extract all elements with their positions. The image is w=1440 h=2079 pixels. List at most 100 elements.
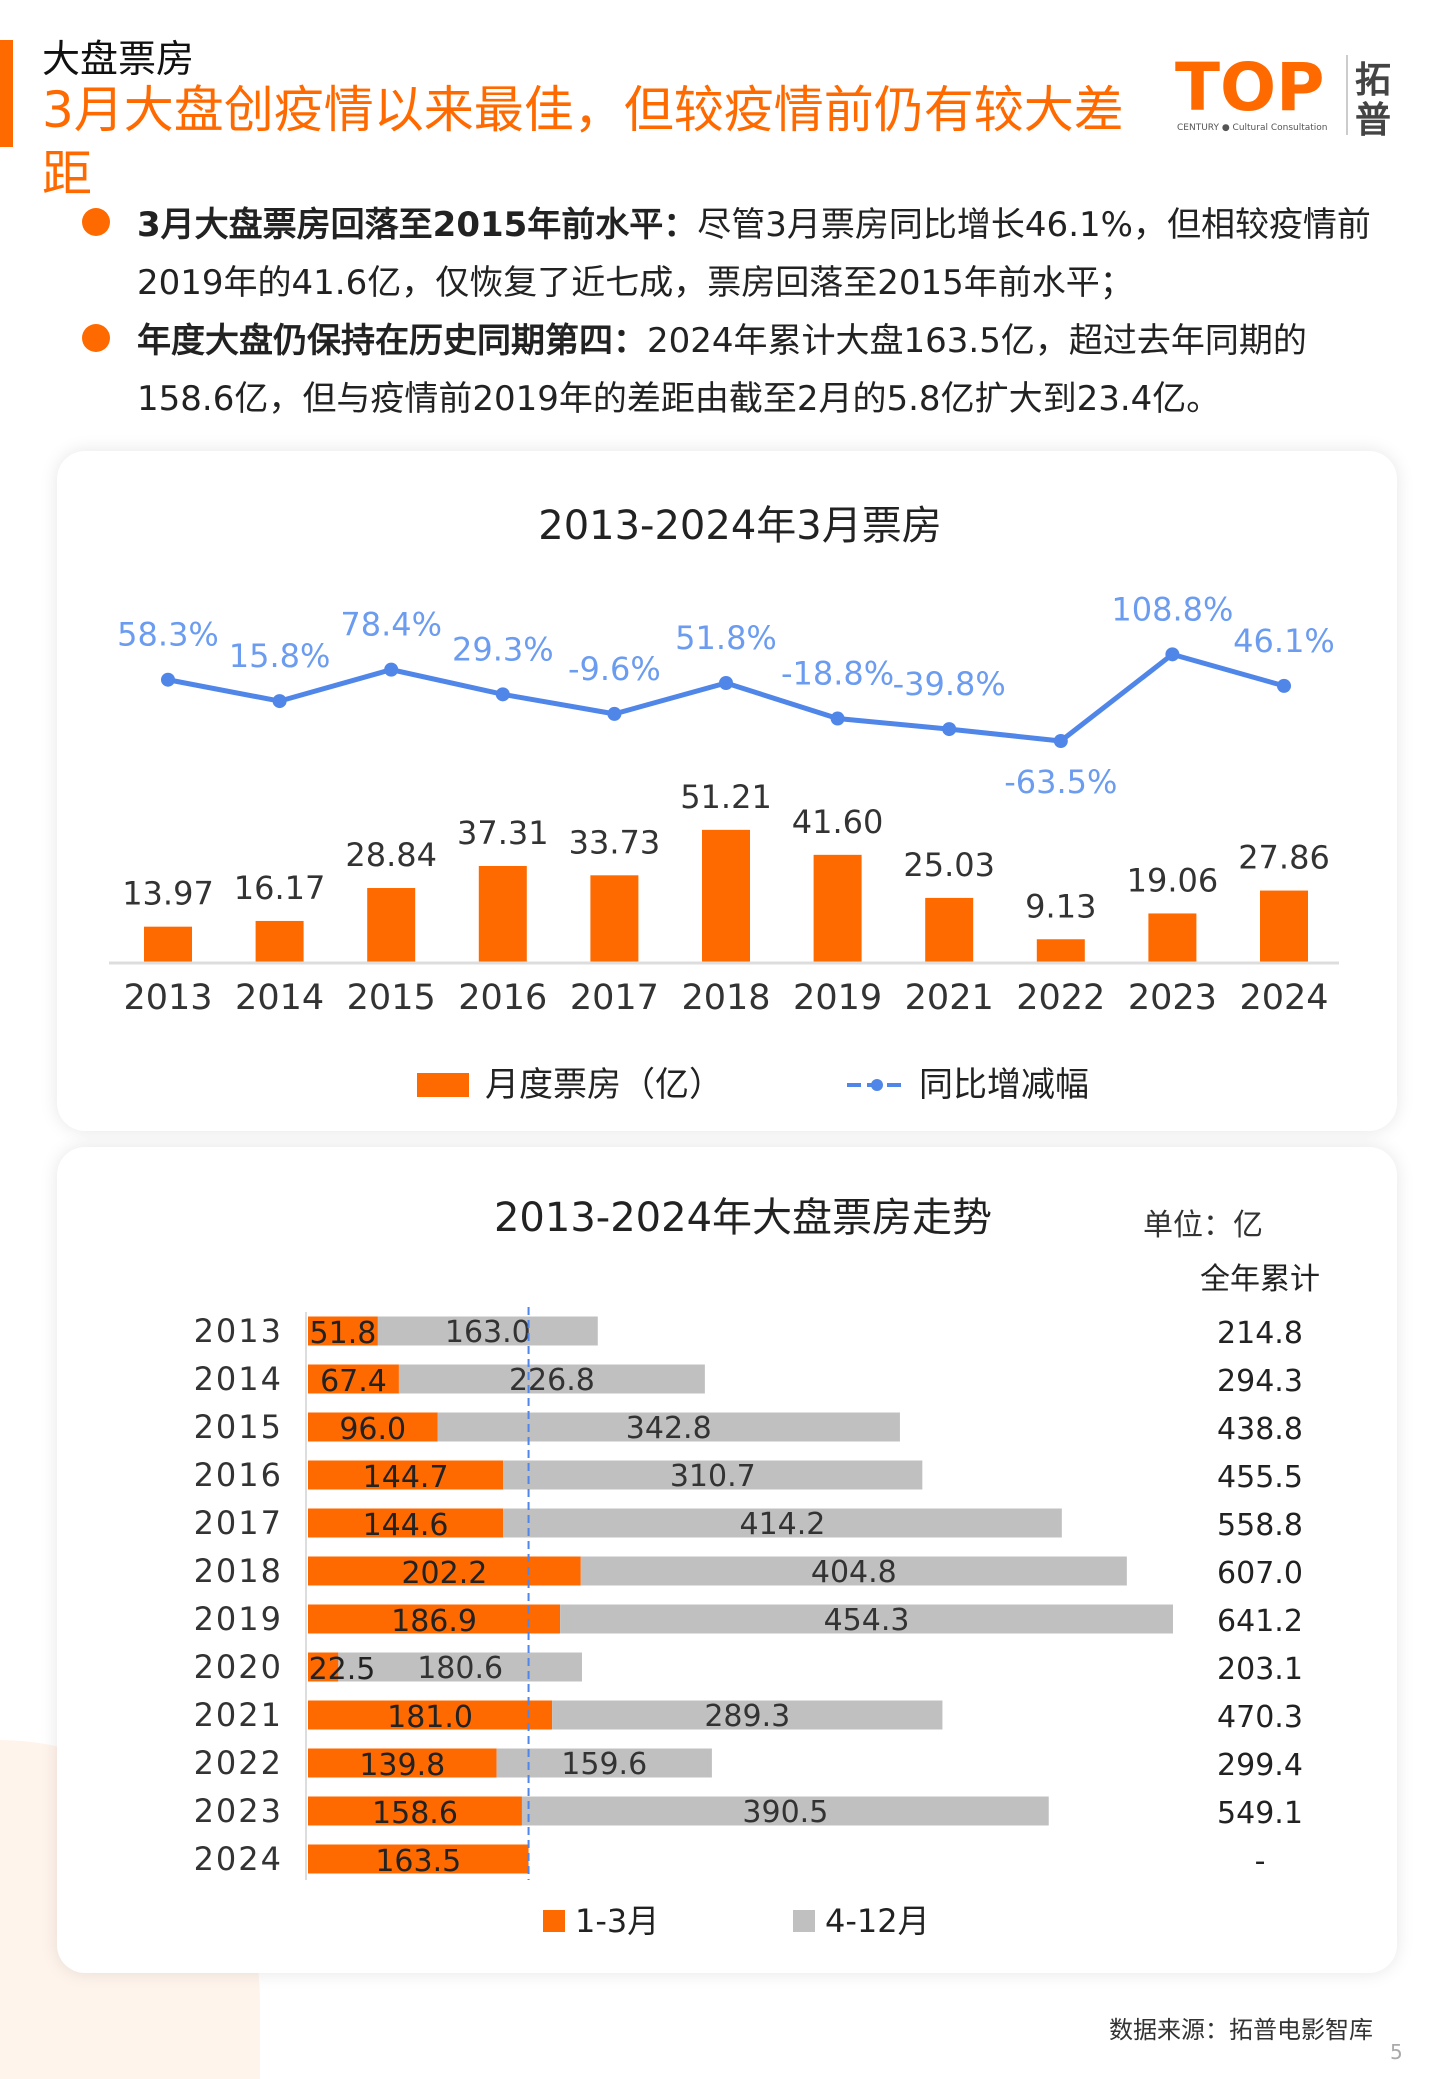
q2-q4-value-label: 163.0: [445, 1315, 531, 1350]
bullet-text: 尽管3月票房同比增长46.1%，但相较疫情前2019年的41.6亿，仅恢复了近七…: [137, 205, 1371, 303]
yoy-point-2017: [607, 706, 622, 721]
year-label: 2019: [194, 1600, 283, 1638]
x-tick-label: 2023: [1128, 978, 1217, 1018]
q1-value-label: 181.0: [387, 1700, 473, 1735]
march-box-office-chart: 2013-2024年3月票房 58.3% 15.8%78.4% 29.3% -9.6%…: [109, 503, 1339, 1105]
bullet-dot-icon: [82, 208, 110, 236]
chart-title: 2013-2024年大盘票房走势: [494, 1195, 992, 1241]
year-label: 2018: [194, 1552, 283, 1590]
q2-q4-bar-2021: [552, 1700, 943, 1730]
annual-total-label: 549.1: [1217, 1796, 1303, 1831]
yoy-point-2022: [1053, 734, 1068, 748]
bar-value-label: 33.73: [569, 823, 661, 861]
year-label: 2020: [194, 1648, 283, 1686]
yoy-value-label: -9.6%: [568, 650, 661, 688]
yoy-value-label: -39.8%: [893, 665, 1006, 703]
bar-value-label: 51.21: [680, 778, 772, 816]
q1-bar-2024: [308, 1844, 529, 1874]
yoy-value-label: 51.8%: [675, 619, 777, 657]
year-label: 2022: [194, 1744, 283, 1782]
bar-2021: [925, 897, 974, 963]
legend-q1-label: 1-3月: [575, 1902, 659, 1940]
annual-total-label: 299.4: [1217, 1748, 1303, 1783]
yoy-point-2016: [495, 687, 510, 702]
yoy-point-2013: [161, 672, 175, 687]
year-label: 2023: [194, 1792, 283, 1830]
legend-q1-swatch: [543, 1910, 565, 1932]
annual-total-label: -: [1255, 1844, 1266, 1879]
section-title: 大盘票房: [42, 37, 195, 81]
yoy-value-label: 108.8%: [1111, 590, 1233, 628]
q1-bar-2015: [308, 1412, 438, 1442]
bar-value-label: 28.84: [345, 836, 437, 874]
annual-total-label: 294.3: [1217, 1364, 1303, 1399]
q1-bar-2013: [308, 1316, 378, 1346]
bar-value-label: 19.06: [1127, 861, 1219, 899]
q2-q4-value-label: 342.8: [626, 1411, 712, 1446]
march-box-office-chart-card: 2013-2024年3月票房 58.3% 15.8% 78.4% 29.3% -9.6%…: [57, 451, 1397, 1131]
chart-title: 2013-2024年3月票房: [538, 503, 941, 549]
q2-q4-value-label: 180.6: [417, 1651, 503, 1686]
q2-q4-bar-2023: [521, 1796, 1049, 1826]
q2-q4-bar-2022: [496, 1748, 712, 1778]
bar-value-label: 41.60: [792, 803, 884, 841]
bar-value-label: 13.97: [122, 875, 214, 913]
q2-q4-bar-2014: [398, 1364, 705, 1394]
q1-bar-2018: [308, 1556, 581, 1586]
q2-q4-value-label: 289.3: [704, 1699, 790, 1734]
x-tick-label: 2022: [1016, 978, 1105, 1018]
q1-value-label: 67.4: [320, 1364, 387, 1399]
bar-value-label: 27.86: [1238, 839, 1330, 877]
legend-q2-q4-label: 4-12月: [825, 1902, 930, 1940]
data-source: 数据来源：拓普电影智库: [1109, 2016, 1373, 2044]
summary-bullets: 3月大盘票房回落至2015年前水平：尽管3月票房同比增长46.1%，但相较疫情前…: [80, 196, 1380, 428]
yoy-value-label: 46.1%: [1233, 622, 1335, 660]
yoy-point-2018: [719, 676, 733, 691]
year-label: 2013: [194, 1312, 283, 1350]
year-label: 2016: [194, 1456, 283, 1494]
annual-box-office-chart: 2013-2024年大盘票房走势 单位：亿 全年累计 2013 163.0 51.8…: [194, 1195, 1320, 1940]
bar-2016: [478, 865, 527, 963]
bar-2022: [1036, 939, 1085, 963]
q1-bar-2021: [308, 1700, 553, 1730]
legend-line-label: 同比增减幅: [919, 1065, 1089, 1105]
bullet-text: 2024年累计大盘163.5亿，超过去年同期的158.6亿，但与疫情前2019年…: [137, 321, 1307, 419]
annual-total-label: 641.2: [1217, 1604, 1303, 1639]
q1-value-label: 186.9: [391, 1604, 477, 1639]
x-tick-label: 2014: [235, 978, 324, 1018]
logo-text: TOP: [1175, 50, 1325, 126]
annual-total-label: 607.0: [1217, 1556, 1303, 1591]
bar-2024: [1260, 890, 1308, 963]
q2-q4-bar-2018: [580, 1556, 1127, 1586]
q2-q4-value-label: 159.6: [561, 1747, 647, 1782]
annual-total-label: 203.1: [1217, 1652, 1303, 1687]
q2-q4-bar-2013: [377, 1316, 598, 1346]
x-tick-label: 2019: [793, 978, 882, 1018]
bar-2019: [813, 854, 862, 963]
q1-value-label: 139.8: [359, 1748, 445, 1783]
page-number: 5: [1390, 2040, 1403, 2064]
q2-q4-bar-2015: [437, 1412, 900, 1442]
yoy-point-2015: [384, 662, 399, 677]
q1-bar-2019: [308, 1604, 561, 1634]
year-label: 2017: [194, 1504, 283, 1542]
annual-box-office-chart-card: 2013-2024年大盘票房走势 单位：亿 全年累计 2013 163.0 51.8…: [57, 1147, 1397, 1973]
q1-value-label: 163.5: [375, 1844, 461, 1879]
q2-q4-value-label: 414.2: [739, 1507, 825, 1542]
q1-bar-2020: [308, 1652, 339, 1682]
q2-q4-bar-2017: [503, 1508, 1062, 1538]
yoy-point-2021: [942, 722, 957, 737]
x-tick-label: 2016: [458, 978, 547, 1018]
bar-value-label: 9.13: [1025, 887, 1096, 925]
q2-q4-value-label: 310.7: [670, 1459, 756, 1494]
x-tick-label: 2024: [1239, 978, 1328, 1018]
q1-value-label: 144.6: [363, 1508, 449, 1543]
yoy-point-2019: [830, 711, 845, 726]
bar-value-label: 25.03: [903, 846, 995, 884]
bullet-item: 年度大盘仍保持在历史同期第四：2024年累计大盘163.5亿，超过去年同期的15…: [80, 312, 1380, 428]
bullet-heading: 3月大盘票房回落至2015年前水平：: [137, 205, 698, 245]
legend: 月度票房（亿） 同比增减幅: [417, 1065, 1089, 1105]
annual-total-label: 470.3: [1217, 1700, 1303, 1735]
bar-2015: [367, 888, 416, 963]
q1-value-label: 202.2: [401, 1556, 487, 1591]
